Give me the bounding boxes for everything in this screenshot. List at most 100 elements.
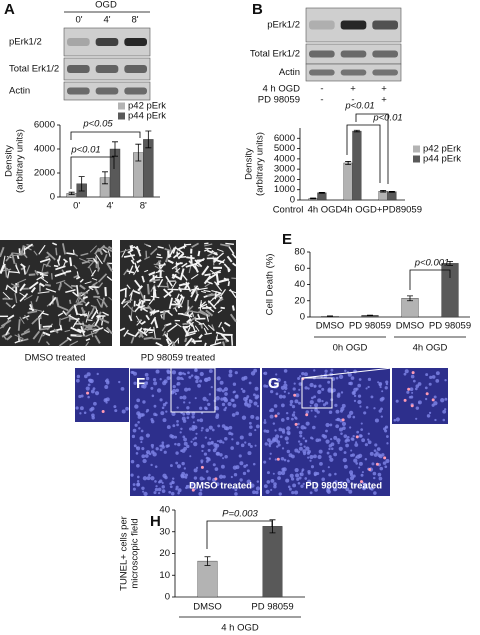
nucleus (263, 460, 267, 464)
nucleus (409, 387, 414, 392)
nucleus (281, 447, 285, 450)
nucleus (331, 447, 334, 451)
nucleus (141, 413, 145, 417)
cell (175, 322, 182, 328)
nucleus (201, 449, 204, 453)
cell (198, 303, 208, 309)
cell (220, 243, 231, 248)
cell (182, 325, 190, 336)
nucleus (207, 476, 212, 481)
nucleus (283, 380, 287, 384)
y-axis-label: TUNEL+ cells per (119, 516, 130, 591)
cell (87, 261, 94, 269)
cell (223, 277, 230, 282)
nucleus (190, 482, 194, 487)
cell (101, 316, 104, 326)
cell (39, 273, 48, 277)
nucleus (161, 406, 165, 410)
nucleus (406, 390, 410, 394)
nucleus (156, 388, 162, 393)
nucleus (232, 382, 237, 386)
cell (215, 273, 220, 286)
blot-row-label: pErk1/2 (9, 37, 42, 48)
blot-band (124, 38, 147, 46)
nucleus (334, 480, 338, 483)
nucleus (286, 426, 291, 431)
cell (91, 269, 97, 277)
nucleus (290, 477, 295, 481)
nucleus (145, 376, 150, 381)
cell (53, 328, 59, 334)
nucleus (307, 456, 310, 459)
blot-band (67, 65, 90, 73)
nucleus (182, 419, 187, 423)
cell (72, 317, 80, 328)
cell (78, 291, 89, 295)
inset-box (170, 367, 216, 413)
blot-row-label: pErk1/2 (267, 20, 300, 31)
nucleus (239, 486, 242, 489)
cell (175, 261, 178, 273)
nucleus (276, 440, 281, 444)
cell (228, 246, 235, 255)
cell (162, 331, 166, 337)
cell (11, 304, 16, 309)
nucleus (326, 482, 329, 485)
blot-band (340, 69, 367, 76)
nucleus (353, 399, 357, 403)
cell (123, 299, 133, 304)
cell (128, 314, 133, 322)
nucleus (230, 446, 234, 450)
nucleus (222, 396, 227, 401)
nucleus (385, 380, 389, 384)
nucleus (269, 409, 272, 412)
nucleus (256, 480, 260, 483)
legend-swatch (118, 102, 125, 110)
nucleus (314, 487, 318, 492)
nucleus (161, 489, 166, 493)
nucleus (265, 429, 270, 434)
nucleus (302, 437, 305, 440)
y-tick-label: 0 (290, 195, 295, 206)
nucleus (133, 381, 137, 385)
significance-bracket (355, 113, 389, 184)
tunel-cell (86, 391, 90, 395)
nucleus (210, 385, 213, 389)
cell (79, 278, 84, 283)
cell (148, 298, 155, 305)
nucleus (324, 369, 328, 373)
cell (85, 341, 90, 347)
nucleus (286, 449, 291, 454)
nucleus (90, 389, 95, 394)
nucleus (370, 395, 374, 399)
nucleus (199, 418, 204, 423)
nucleus (255, 424, 260, 429)
nucleus (83, 411, 87, 414)
y-tick-label: 4000 (34, 144, 55, 155)
inset-line (301, 367, 393, 379)
nucleus (199, 488, 203, 492)
panel-label: B (252, 1, 263, 18)
nucleus (300, 484, 304, 488)
nucleus (276, 445, 279, 448)
nucleus (190, 440, 193, 443)
cell (134, 262, 137, 268)
cell (80, 252, 89, 257)
cell (136, 319, 141, 323)
cell (100, 297, 106, 308)
nucleus (206, 399, 209, 402)
nucleus (194, 397, 197, 400)
nucleus (93, 401, 97, 406)
nucleus (238, 454, 242, 458)
cell (23, 267, 27, 275)
blot-header: OGD (95, 0, 117, 11)
nucleus (328, 473, 332, 477)
nucleus (325, 422, 330, 428)
nucleus (284, 436, 289, 441)
cell (34, 269, 39, 276)
nucleus (384, 426, 387, 429)
cell (144, 269, 149, 273)
nucleus (180, 427, 183, 431)
nucleus (200, 411, 204, 415)
nucleus (279, 435, 283, 439)
